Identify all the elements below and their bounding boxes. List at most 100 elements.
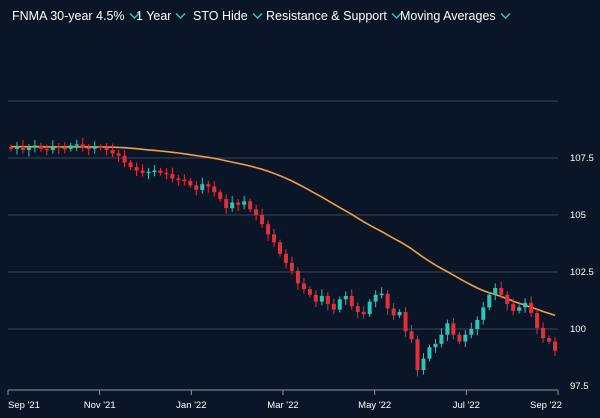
security-selector[interactable]: FNMA 30-year 4.5% [12, 8, 140, 24]
x-axis: Sep '21 Nov '21 Jan '22 Mar '22 May '22 Jul '… [7, 390, 562, 411]
candle-body [158, 170, 163, 173]
candle-body [385, 293, 390, 309]
candle-body [20, 146, 25, 151]
y-tick-label: 107.5 [570, 153, 594, 164]
moving-averages-selector[interactable]: Moving Averages [400, 8, 511, 24]
candle-body [74, 144, 79, 146]
candle-body [361, 311, 366, 315]
candle-body [337, 299, 342, 310]
candle-body [224, 199, 229, 209]
candle-body [391, 308, 396, 316]
candle-body [170, 173, 175, 179]
candle-body [475, 319, 480, 329]
timeframe-selector[interactable]: 1 Year [136, 8, 186, 24]
candle-body [289, 262, 294, 271]
candle-body [373, 294, 378, 302]
candle-body [379, 293, 384, 296]
x-tick-label: Sep '21 [8, 400, 40, 411]
candle-body [176, 178, 181, 181]
resistance-support-label: Resistance & Support [266, 9, 387, 23]
candle-body [50, 146, 55, 151]
moving-average-layer [11, 145, 556, 317]
candle-body [98, 146, 103, 149]
candle-body [8, 147, 13, 149]
candle-body [403, 311, 408, 332]
x-tick-label: Jan '22 [176, 400, 206, 411]
candle-body [397, 311, 402, 316]
sto-toggle[interactable]: STO Hide [193, 8, 263, 24]
candle-body [134, 167, 139, 171]
timeframe-selector-label: 1 Year [136, 9, 172, 23]
y-tick-label: 97.5 [570, 381, 589, 392]
candle-body [547, 338, 552, 342]
candle-body [260, 215, 265, 225]
candle-body [44, 148, 49, 151]
candle-body [104, 147, 109, 151]
candle-body [451, 323, 456, 335]
x-tick-label: May '22 [358, 400, 391, 411]
candle-body [152, 170, 157, 173]
candle-body [56, 146, 61, 149]
y-tick-label: 105 [570, 210, 586, 221]
candle-body [86, 147, 91, 150]
toolbar: FNMA 30-year 4.5% 1 Year STO Hide Resist… [0, 0, 600, 32]
candle-body [421, 358, 426, 371]
candle-body [427, 347, 432, 359]
x-tick-label: Nov '21 [84, 400, 116, 411]
candle-body [230, 202, 235, 209]
candle-body [254, 209, 259, 215]
x-tick-label: Mar '22 [267, 400, 298, 411]
candle-body [511, 303, 516, 311]
candle-body [26, 147, 31, 151]
sto-toggle-label: STO Hide [193, 9, 248, 23]
candle-body [343, 295, 348, 300]
candle-body [182, 179, 187, 182]
candle-body [313, 294, 318, 302]
chevron-down-icon [129, 12, 140, 20]
candle-body [110, 150, 115, 154]
candle-body [242, 201, 247, 205]
security-selector-label: FNMA 30-year 4.5% [12, 9, 125, 23]
candle-body [248, 201, 253, 210]
candle-body [355, 306, 360, 312]
candle-body [529, 302, 534, 314]
candle-body [206, 184, 211, 187]
candle-body [80, 144, 85, 148]
candle-body [463, 334, 468, 342]
candle-body [140, 170, 145, 173]
candles-layer [8, 137, 558, 377]
candle-body [301, 283, 306, 290]
candle-body [128, 162, 133, 168]
candle-body [116, 153, 121, 156]
candle-body [445, 323, 450, 335]
candle-body [194, 185, 199, 190]
moving-average-line [11, 145, 556, 317]
candle-body [32, 145, 37, 148]
candle-body [487, 294, 492, 308]
candle-body [92, 146, 97, 149]
chart-grid [8, 100, 558, 330]
chevron-down-icon [252, 12, 263, 20]
candle-body [319, 295, 324, 302]
candle-body [188, 180, 193, 186]
candle-body [200, 184, 205, 190]
y-tick-label: 100 [570, 324, 586, 335]
candle-body [218, 192, 223, 200]
candle-body [523, 302, 528, 308]
candle-body [349, 295, 354, 307]
candle-body [553, 341, 558, 351]
candle-body [499, 287, 504, 295]
candle-body [367, 301, 372, 315]
candle-body [38, 145, 43, 149]
candle-body [236, 202, 241, 205]
candle-body [146, 171, 151, 174]
candle-body [493, 287, 498, 295]
resistance-support-selector[interactable]: Resistance & Support [266, 8, 402, 24]
candle-body [212, 186, 217, 193]
chevron-down-icon [175, 12, 186, 20]
candle-body [14, 146, 19, 149]
candle-body [505, 294, 510, 304]
candle-body [295, 270, 300, 284]
candle-body [535, 313, 540, 328]
